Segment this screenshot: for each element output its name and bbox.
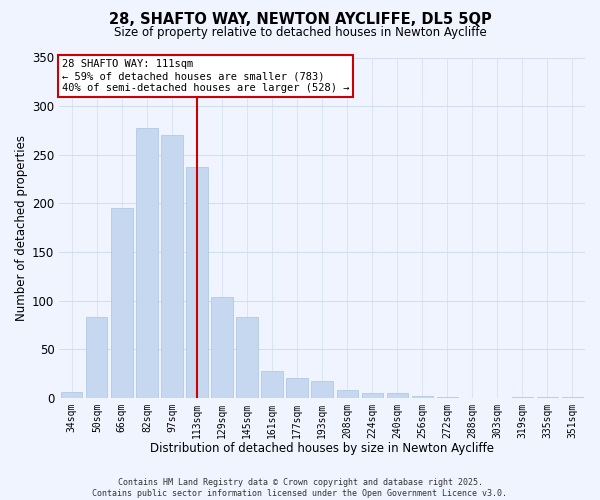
- Bar: [187, 168, 208, 398]
- Bar: [337, 390, 358, 398]
- Bar: [211, 296, 233, 398]
- Bar: [311, 381, 333, 398]
- Bar: [262, 370, 283, 398]
- Text: Contains HM Land Registry data © Crown copyright and database right 2025.
Contai: Contains HM Land Registry data © Crown c…: [92, 478, 508, 498]
- X-axis label: Distribution of detached houses by size in Newton Aycliffe: Distribution of detached houses by size …: [150, 442, 494, 455]
- Bar: [286, 378, 308, 398]
- Bar: [111, 208, 133, 398]
- Text: 28, SHAFTO WAY, NEWTON AYCLIFFE, DL5 5QP: 28, SHAFTO WAY, NEWTON AYCLIFFE, DL5 5QP: [109, 12, 491, 28]
- Bar: [86, 317, 107, 398]
- Text: 28 SHAFTO WAY: 111sqm
← 59% of detached houses are smaller (783)
40% of semi-det: 28 SHAFTO WAY: 111sqm ← 59% of detached …: [62, 60, 349, 92]
- Bar: [386, 393, 408, 398]
- Text: Size of property relative to detached houses in Newton Aycliffe: Size of property relative to detached ho…: [113, 26, 487, 39]
- Bar: [362, 393, 383, 398]
- Y-axis label: Number of detached properties: Number of detached properties: [15, 134, 28, 320]
- Bar: [136, 128, 158, 398]
- Bar: [537, 397, 558, 398]
- Bar: [512, 397, 533, 398]
- Bar: [161, 136, 182, 398]
- Bar: [236, 317, 257, 398]
- Bar: [562, 397, 583, 398]
- Bar: [437, 397, 458, 398]
- Bar: [61, 392, 82, 398]
- Bar: [412, 396, 433, 398]
